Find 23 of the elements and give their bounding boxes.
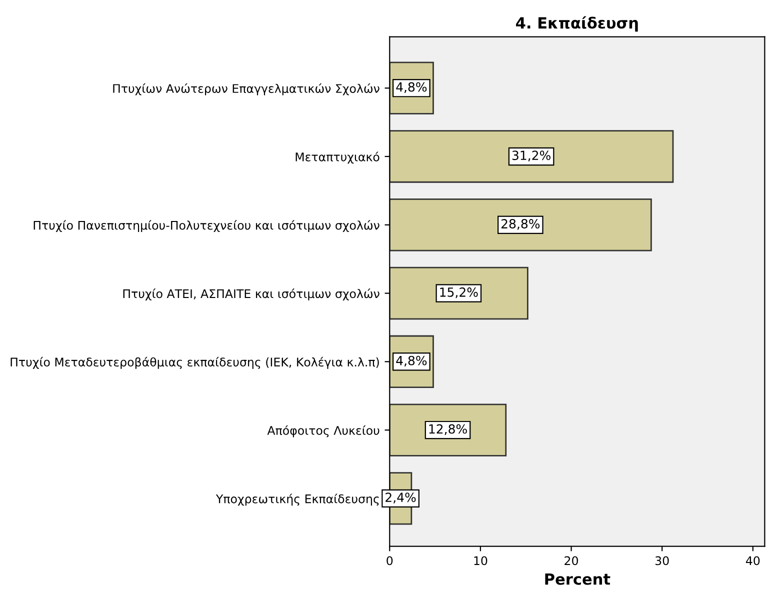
chart-title: 4. Εκπαίδευση	[516, 16, 638, 32]
x-tick-label: 40	[746, 556, 760, 566]
x-axis-title: Percent	[545, 573, 610, 585]
data-label: 15,2%	[440, 287, 478, 298]
x-tick-label: 0	[386, 556, 393, 566]
y-tick-label: Πτυχίο Μεταδευτεροβάθμιας εκπαίδευσης (ΙΕΚ, Κολέγια κ.λ.π)	[10, 356, 379, 369]
y-tick-label: Υποχρεωτικής Εκπαίδευσης	[216, 494, 379, 506]
x-tick-label: 10	[474, 556, 488, 566]
data-label: 12,8%	[429, 424, 467, 435]
data-label: 31,2%	[512, 150, 550, 162]
x-tick-label: 20	[564, 556, 578, 566]
data-label: 4,8%	[396, 356, 427, 367]
y-tick-label: Απόφοιτος Λυκείου	[267, 425, 380, 438]
data-label: 4,8%	[396, 82, 427, 93]
bar	[390, 130, 674, 183]
bar	[390, 198, 652, 252]
y-tick-label: Πτυχίο ΑΤΕΙ, ΑΣΠΑΙΤΕ και ισότιμων σχολών	[123, 288, 380, 300]
data-label: 28,8%	[501, 219, 540, 230]
data-label: 2,4%	[386, 492, 416, 504]
x-tick-label: 30	[655, 556, 669, 566]
y-tick-label: Πτυχίων Ανώτερων Επαγγελματικών Σχολών	[113, 83, 380, 96]
y-tick-label: Πτυχίο Πανεπιστημίου-Πολυτεχνείου και ισότιμων σχολών	[34, 220, 380, 232]
y-tick-label: Μεταπτυχιακό	[296, 152, 380, 164]
